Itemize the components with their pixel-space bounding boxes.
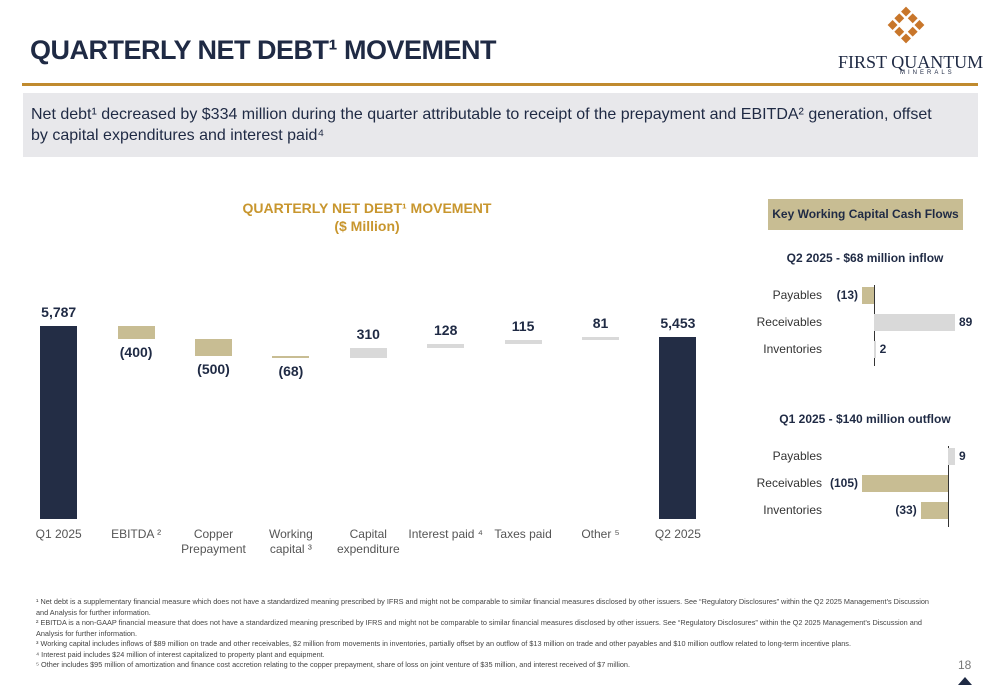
bar	[40, 326, 78, 519]
logo-icon	[887, 6, 925, 44]
y-tick-label: Payables	[772, 449, 822, 463]
value-label: 115	[511, 317, 535, 334]
footnote: ⁴ Interest paid includes $24 million of …	[36, 649, 325, 659]
bar	[195, 339, 232, 356]
bar	[272, 356, 310, 359]
value-label: (13)	[836, 288, 858, 302]
summary-box: Net debt¹ decreased by $334 million duri…	[23, 93, 978, 157]
y-tick-label: Inventories	[763, 503, 822, 517]
bar	[873, 314, 955, 331]
y-tick-label: Receivables	[756, 476, 822, 490]
footnote: ¹ Net debt is a supplementary financial …	[36, 597, 929, 617]
bar	[582, 337, 619, 340]
bar	[427, 343, 465, 348]
footnotes: ¹ Net debt is a supplementary financial …	[36, 597, 936, 671]
y-tick-label: Payables	[772, 288, 822, 302]
value-label: 89	[959, 315, 973, 329]
logo-name: FIRST QUANTUM	[838, 52, 984, 72]
panel-title: Key Working Capital Cash Flows	[768, 199, 963, 230]
x-tick-label: Taxes paid	[494, 527, 552, 541]
divider	[22, 83, 978, 86]
bar	[117, 326, 155, 340]
value-label: (400)	[119, 344, 153, 361]
value-label: (500)	[197, 361, 230, 377]
value-label: (105)	[829, 476, 858, 490]
value-label: 2	[879, 342, 887, 356]
value-label: 9	[959, 449, 966, 463]
bar	[862, 287, 874, 304]
x-tick-label: Working capital ³	[268, 527, 313, 556]
x-tick-label: Q2 2025	[654, 527, 701, 541]
nav-arrow[interactable]	[958, 677, 972, 685]
chart-title: QUARTERLY NET DEBT¹ MOVEMENT	[242, 200, 492, 216]
bar	[504, 339, 542, 344]
bar	[349, 347, 387, 359]
y-tick-label: Inventories	[763, 342, 822, 356]
bar	[947, 448, 955, 465]
value-label: (68)	[278, 363, 304, 380]
bar	[659, 337, 697, 519]
x-tick-label: Q1 2025	[35, 527, 82, 541]
bar	[873, 341, 876, 358]
page-number: 18	[958, 658, 972, 672]
x-tick-label: Other ⁵	[581, 527, 620, 541]
value-label: 5,453	[660, 315, 696, 332]
chart-subtitle: ($ Million)	[334, 218, 400, 234]
chart-title: Q1 2025 - $140 million outflow	[779, 412, 951, 426]
x-tick-label: Capital expenditure	[336, 527, 400, 556]
chart-title: Q2 2025 - $68 million inflow	[786, 251, 944, 265]
value-label: 310	[356, 325, 380, 342]
value-label: 81	[592, 315, 609, 332]
x-tick-label: Interest paid ⁴	[408, 527, 483, 541]
footnote: ⁵ Other includes $95 million of amortiza…	[36, 660, 630, 669]
value-label: 128	[434, 321, 458, 338]
slide-title: QUARTERLY NET DEBT¹ MOVEMENT	[30, 35, 497, 65]
logo-sub: MINERALS	[900, 70, 955, 76]
bar	[920, 502, 948, 519]
footnote: ³ Working capital includes inflows of $8…	[36, 639, 851, 648]
x-tick-label: Copper Prepayment	[181, 527, 246, 556]
bar	[862, 475, 948, 492]
footnote: ² EBITDA is a non-GAAP financial measure…	[36, 618, 922, 638]
x-tick-label: EBITDA ²	[111, 527, 162, 541]
zero-line	[947, 446, 949, 527]
y-tick-label: Receivables	[756, 315, 822, 329]
value-label: 5,787	[41, 304, 77, 320]
value-label: (33)	[895, 503, 917, 517]
summary-text: Net debt¹ decreased by $334 million duri…	[31, 106, 932, 144]
